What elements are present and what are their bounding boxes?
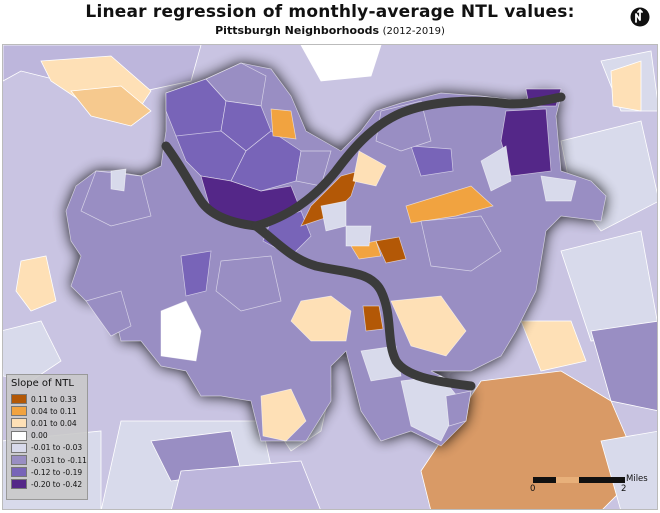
title-block: Linear regression of monthly-average NTL… [0, 0, 660, 44]
legend-swatch [11, 455, 27, 466]
scale-tick-end: 2 [621, 484, 627, 494]
legend-swatch [11, 418, 27, 429]
scale-bar: Miles 0 2 [530, 474, 648, 498]
legend-label: -0.01 to -0.03 [31, 443, 83, 453]
legend-swatch [11, 430, 27, 441]
monongahela-river [251, 221, 476, 391]
map-frame [2, 44, 658, 510]
scale-bar-graphic [533, 477, 625, 483]
legend-item: 0.01 to 0.04 [11, 417, 83, 429]
city-neighborhoods [65, 62, 607, 447]
map-title: Linear regression of monthly-average NTL… [85, 2, 575, 22]
legend-title: Slope of NTL [11, 378, 74, 389]
allegheny-river [251, 92, 566, 231]
map-subtitle: Pittsburgh Neighborhoods [215, 24, 380, 37]
legend-swatch [11, 479, 27, 490]
legend-swatch [11, 467, 27, 478]
legend-item: -0.031 to -0.11 [11, 454, 87, 466]
legend-label: 0.01 to 0.04 [31, 418, 77, 428]
legend: Slope of NTL 0.11 to 0.33 0.04 to 0.11 0.0… [6, 374, 88, 500]
legend-swatch [11, 442, 27, 453]
legend-item: 0.04 to 0.11 [11, 405, 83, 417]
legend-item: -0.20 to -0.42 [11, 478, 83, 490]
legend-swatch [11, 406, 27, 417]
ohio-river [161, 141, 261, 231]
subtitle-line: Pittsburgh Neighborhoods (2012-2019) [0, 24, 660, 37]
legend-item: -0.01 to -0.03 [11, 442, 83, 454]
legend-items: 0.11 to 0.33 0.04 to 0.11 0.01 to 0.04 0.00… [11, 393, 87, 491]
legend-label: 0.04 to 0.11 [31, 406, 77, 416]
legend-item: 0.11 to 0.33 [11, 393, 83, 405]
legend-label: 0.11 to 0.33 [31, 394, 77, 404]
legend-label: -0.031 to -0.11 [31, 455, 87, 465]
north-arrow-icon [630, 7, 650, 27]
legend-item: 0.00 [11, 430, 83, 442]
scale-unit: Miles [626, 474, 648, 484]
rivers [161, 92, 566, 391]
legend-label: -0.12 to -0.19 [31, 467, 83, 477]
map-years: (2012-2019) [382, 26, 445, 37]
scale-tick-start: 0 [530, 484, 536, 494]
legend-swatch [11, 394, 27, 405]
legend-item: -0.12 to -0.19 [11, 466, 83, 478]
legend-label: -0.20 to -0.42 [31, 479, 83, 489]
legend-label: 0.00 [31, 431, 48, 441]
map-canvas[interactable] [3, 45, 658, 510]
